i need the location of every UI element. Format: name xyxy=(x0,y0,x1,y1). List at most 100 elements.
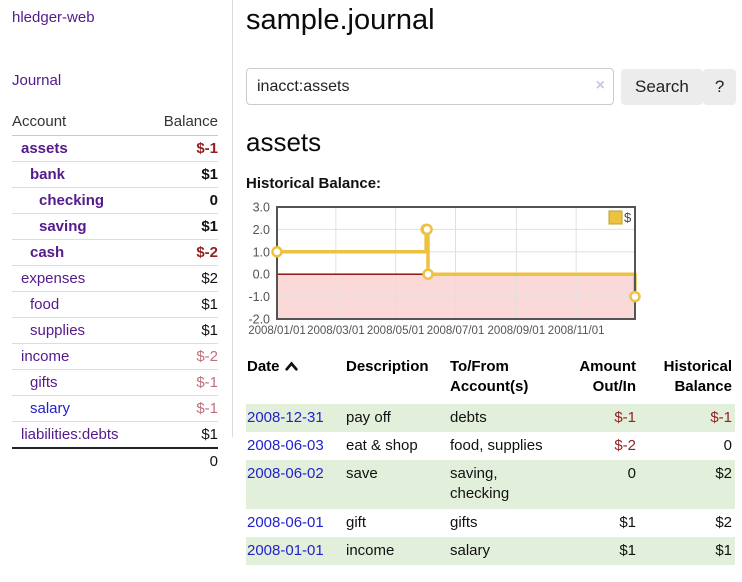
app-window: hledger-web Journal Account Balance asse… xyxy=(0,0,742,565)
register-header-balance: Historical Balance xyxy=(663,358,732,396)
account-link-liabilities-debts[interactable]: liabilities:debts xyxy=(21,426,119,443)
account-link-cash[interactable]: cash xyxy=(30,244,65,261)
accounts-total-value: 0 xyxy=(148,447,218,474)
accounts-header-balance: Balance xyxy=(148,110,218,136)
transaction-date-link[interactable]: 2008-06-02 xyxy=(247,465,324,482)
transaction-description: income xyxy=(346,541,395,559)
transaction-accounts: gifts xyxy=(450,513,478,531)
account-row: gifts $-1 xyxy=(12,369,218,396)
account-link-saving[interactable]: saving xyxy=(39,218,87,235)
svg-text:2008/05/01: 2008/05/01 xyxy=(367,325,425,337)
register-header-date-label: Date xyxy=(247,358,280,375)
transaction-description: save xyxy=(346,465,378,482)
account-balance: $1 xyxy=(148,213,218,240)
account-balance: $1 xyxy=(148,421,218,449)
svg-text:2008/07/01: 2008/07/01 xyxy=(427,325,485,337)
account-link-salary[interactable]: salary xyxy=(30,400,71,417)
svg-text:2008/11/01: 2008/11/01 xyxy=(548,325,605,337)
account-balance: 0 xyxy=(148,187,218,214)
register-header-date[interactable]: Date xyxy=(246,355,345,404)
transaction-description: pay off xyxy=(346,408,391,426)
svg-text:3.0: 3.0 xyxy=(253,201,270,215)
transaction-description: gift xyxy=(346,513,367,531)
account-link-gifts[interactable]: gifts xyxy=(30,374,58,391)
transaction-date-link[interactable]: 2008-01-01 xyxy=(247,541,324,559)
sidebar-item-journal[interactable]: Journal xyxy=(12,72,62,89)
account-balance: $-1 xyxy=(148,135,218,162)
account-row: supplies $1 xyxy=(12,317,218,344)
account-balance: $-2 xyxy=(148,343,218,370)
accounts-table: Account Balance assets $-1 bank $1 checking 0… xyxy=(12,110,218,474)
register-table: Date Description To/From Account(s) Amou… xyxy=(246,355,735,565)
transaction-balance: $2 xyxy=(715,465,732,482)
svg-text:2008/03/01: 2008/03/01 xyxy=(307,325,365,337)
register-header-row: Date Description To/From Account(s) Amou… xyxy=(246,355,735,404)
transaction-accounts: salary xyxy=(450,541,491,559)
sidebar: hledger-web Journal Account Balance asse… xyxy=(0,0,233,474)
svg-text:-2.0: -2.0 xyxy=(248,313,270,327)
transaction-accounts: food, supplies xyxy=(450,436,543,454)
transaction-balance: $-1 xyxy=(710,408,732,426)
account-link-income[interactable]: income xyxy=(21,348,70,365)
account-balance: $1 xyxy=(148,161,218,188)
account-link-expenses[interactable]: expenses xyxy=(21,270,86,287)
svg-text:$: $ xyxy=(624,210,632,225)
account-row: salary $-1 xyxy=(12,395,218,422)
account-balance: $-1 xyxy=(148,369,218,396)
accounts-header-account: Account xyxy=(12,110,149,136)
account-link-food[interactable]: food xyxy=(30,296,60,313)
account-balance: $-2 xyxy=(148,239,218,266)
account-balance: $2 xyxy=(148,265,218,292)
register-header-tofrom: To/From Account(s) xyxy=(450,358,529,396)
transaction-amount: 0 xyxy=(627,465,636,482)
svg-text:-1.0: -1.0 xyxy=(248,290,270,304)
search-input-wrap: × xyxy=(246,68,614,105)
register-header-amount: Amount Out/In xyxy=(579,358,636,396)
account-link-supplies[interactable]: supplies xyxy=(30,322,86,339)
clear-search-icon[interactable]: × xyxy=(595,77,605,94)
transaction-amount: $-1 xyxy=(614,408,636,426)
account-row: cash $-2 xyxy=(12,239,218,266)
main-content: sample.journal × Search ? assets Histori… xyxy=(233,0,742,565)
account-page-title: assets xyxy=(246,127,322,157)
transaction-row: 2008-12-31 pay off debts $-1 $-1 xyxy=(246,403,735,432)
search-button[interactable]: Search xyxy=(621,68,703,105)
transaction-accounts: saving, checking xyxy=(450,465,510,503)
help-button[interactable]: ? xyxy=(702,68,737,105)
accounts-header-row: Account Balance xyxy=(12,110,218,136)
transaction-balance: $1 xyxy=(715,541,732,559)
transaction-date-link[interactable]: 2008-06-01 xyxy=(247,513,324,531)
chart-label: Historical Balance: xyxy=(246,175,382,192)
transaction-date-link[interactable]: 2008-12-31 xyxy=(247,408,324,426)
chevron-up-icon xyxy=(284,361,298,371)
account-link-bank[interactable]: bank xyxy=(30,166,66,183)
transaction-amount: $1 xyxy=(619,513,636,531)
svg-text:2008/09/01: 2008/09/01 xyxy=(488,325,546,337)
transaction-date-link[interactable]: 2008-06-03 xyxy=(247,436,324,454)
transaction-row: 2008-01-01 income salary $1 $1 xyxy=(246,536,735,565)
transaction-amount: $-2 xyxy=(614,436,636,454)
brand-link[interactable]: hledger-web xyxy=(12,9,95,26)
transaction-description: eat & shop xyxy=(346,436,418,454)
page-title: sample.journal xyxy=(246,4,435,36)
account-row: assets $-1 xyxy=(12,135,218,162)
account-balance: $-1 xyxy=(148,395,218,422)
account-row: income $-2 xyxy=(12,343,218,370)
transaction-balance: $2 xyxy=(715,513,732,531)
transaction-row: 2008-06-01 gift gifts $1 $2 xyxy=(246,509,735,537)
accounts-total-row: 0 xyxy=(12,447,218,474)
svg-text:2008/01/01: 2008/01/01 xyxy=(248,325,306,337)
account-link-assets[interactable]: assets xyxy=(21,140,68,157)
search-input[interactable] xyxy=(246,68,614,105)
transaction-row: 2008-06-03 eat & shop food, supplies $-2 0 xyxy=(246,432,735,460)
search-bar: × Search ? xyxy=(246,68,737,105)
svg-text:1.0: 1.0 xyxy=(253,245,270,259)
account-balance: $1 xyxy=(148,291,218,318)
register-header-description: Description xyxy=(346,358,429,375)
svg-text:2.0: 2.0 xyxy=(253,223,270,237)
account-row: checking 0 xyxy=(12,187,218,214)
svg-text:0.0: 0.0 xyxy=(253,268,270,282)
account-link-checking[interactable]: checking xyxy=(39,192,105,209)
account-row: saving $1 xyxy=(12,213,218,240)
